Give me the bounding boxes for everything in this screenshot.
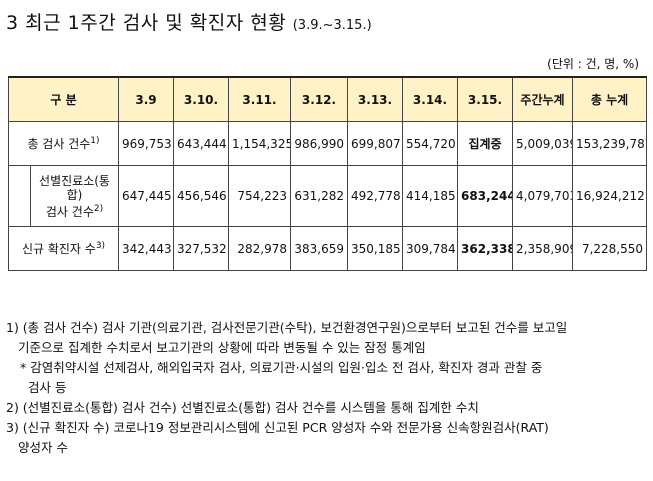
table-cell: 969,753 [118, 121, 175, 166]
table-cell: 16,924,212 [572, 165, 648, 227]
table-cell: 986,990 [290, 121, 349, 166]
footnote-1-cont: 기준으로 집계한 수치로서 보고기관의 상황에 따라 변동될 수 있는 잠정 통… [18, 340, 426, 355]
header-date: 3.13. [347, 76, 404, 122]
footnote-3-cont: 양성자 수 [18, 440, 68, 455]
header-category: 구 분 [7, 76, 120, 122]
table-cell: 492,778 [347, 165, 404, 227]
table-cell: 2,358,909 [512, 226, 574, 271]
stats-table: 구 분 3.9 3.10. 3.11. 3.12. 3.13. 3.14. 3.… [7, 76, 648, 271]
page-title-period: (3.9.~3.15.) [292, 18, 372, 33]
table-cell: 5,009,039 [512, 121, 574, 166]
row-label-new-cases: 신규 확진자 수3) [7, 226, 120, 271]
header-date: 3.15. [457, 76, 514, 122]
table-cell: 350,185 [347, 226, 404, 271]
header-date: 3.11. [228, 76, 292, 122]
footnote-1-star-cont: 검사 등 [28, 380, 67, 395]
table-cell: 327,532 [173, 226, 230, 271]
table-cell: 643,444 [173, 121, 230, 166]
table-cell: 414,185 [402, 165, 459, 227]
table-row: 총 검사 건수1) 969,753 643,444 1,154,325 986,… [7, 121, 648, 166]
table-cell: 309,784 [402, 226, 459, 271]
table-cell-pending: 집계중 [457, 121, 514, 166]
row-label-total-tests: 총 검사 건수1) [7, 121, 120, 166]
indent-cell [8, 165, 31, 227]
table-cell: 699,807 [347, 121, 404, 166]
table-cell: 7,228,550 [572, 226, 648, 271]
table-cell: 631,282 [290, 165, 349, 227]
table-cell: 383,659 [290, 226, 349, 271]
footnote-1-star: * 감염취약시설 선제검사, 해외입국자 검사, 의료기관·시설의 입원·입소 … [20, 360, 543, 375]
table-cell: 683,244 [457, 165, 514, 227]
table-row: 신규 확진자 수3) 342,443 327,532 282,978 383,6… [7, 226, 648, 271]
table-cell: 647,445 [118, 165, 175, 227]
table-cell: 456,546 [173, 165, 230, 227]
header-date: 3.9 [118, 76, 175, 122]
page-title: 3 최근 1주간 검사 및 확진자 현황 (3.9.~3.15.) [6, 8, 372, 35]
table-cell: 554,720 [402, 121, 459, 166]
table-cell: 4,079,703 [512, 165, 574, 227]
header-grand-total: 총 누계 [572, 76, 648, 122]
row-label-screening-tests: 선별진료소(통합) 검사 건수2) [29, 165, 120, 227]
unit-note: (단위 : 건, 명, %) [547, 57, 639, 71]
header-date: 3.14. [402, 76, 459, 122]
table-cell: 342,443 [118, 226, 175, 271]
footnotes: 1) (총 검사 건수) 검사 기관(의료기관, 검사전문기관(수탁), 보건환… [6, 318, 648, 458]
page-title-main: 3 최근 1주간 검사 및 확진자 현황 [6, 12, 287, 34]
table-row: 선별진료소(통합) 검사 건수2) 647,445 456,546 754,223… [8, 165, 648, 227]
header-weekly-total: 주간누계 [512, 76, 574, 122]
footnote-2: 2) (선별진료소(통합) 검사 건수) 선별진료소(통합) 검사 건수를 시스… [6, 400, 479, 415]
footnote-3: 3) (신규 확진자 수) 코로나19 정보관리시스템에 신고된 PCR 양성자… [6, 420, 549, 435]
table-cell: 282,978 [228, 226, 292, 271]
table-cell: 754,223 [228, 165, 292, 227]
table-cell: 362,338 [457, 226, 514, 271]
table-header-row: 구 분 3.9 3.10. 3.11. 3.12. 3.13. 3.14. 3.… [7, 76, 648, 122]
header-date: 3.12. [290, 76, 349, 122]
footnote-1: 1) (총 검사 건수) 검사 기관(의료기관, 검사전문기관(수탁), 보건환… [6, 320, 568, 335]
table-cell: 1,154,325 [228, 121, 292, 166]
table-cell: 153,239,787 [572, 121, 648, 166]
header-date: 3.10. [173, 76, 230, 122]
